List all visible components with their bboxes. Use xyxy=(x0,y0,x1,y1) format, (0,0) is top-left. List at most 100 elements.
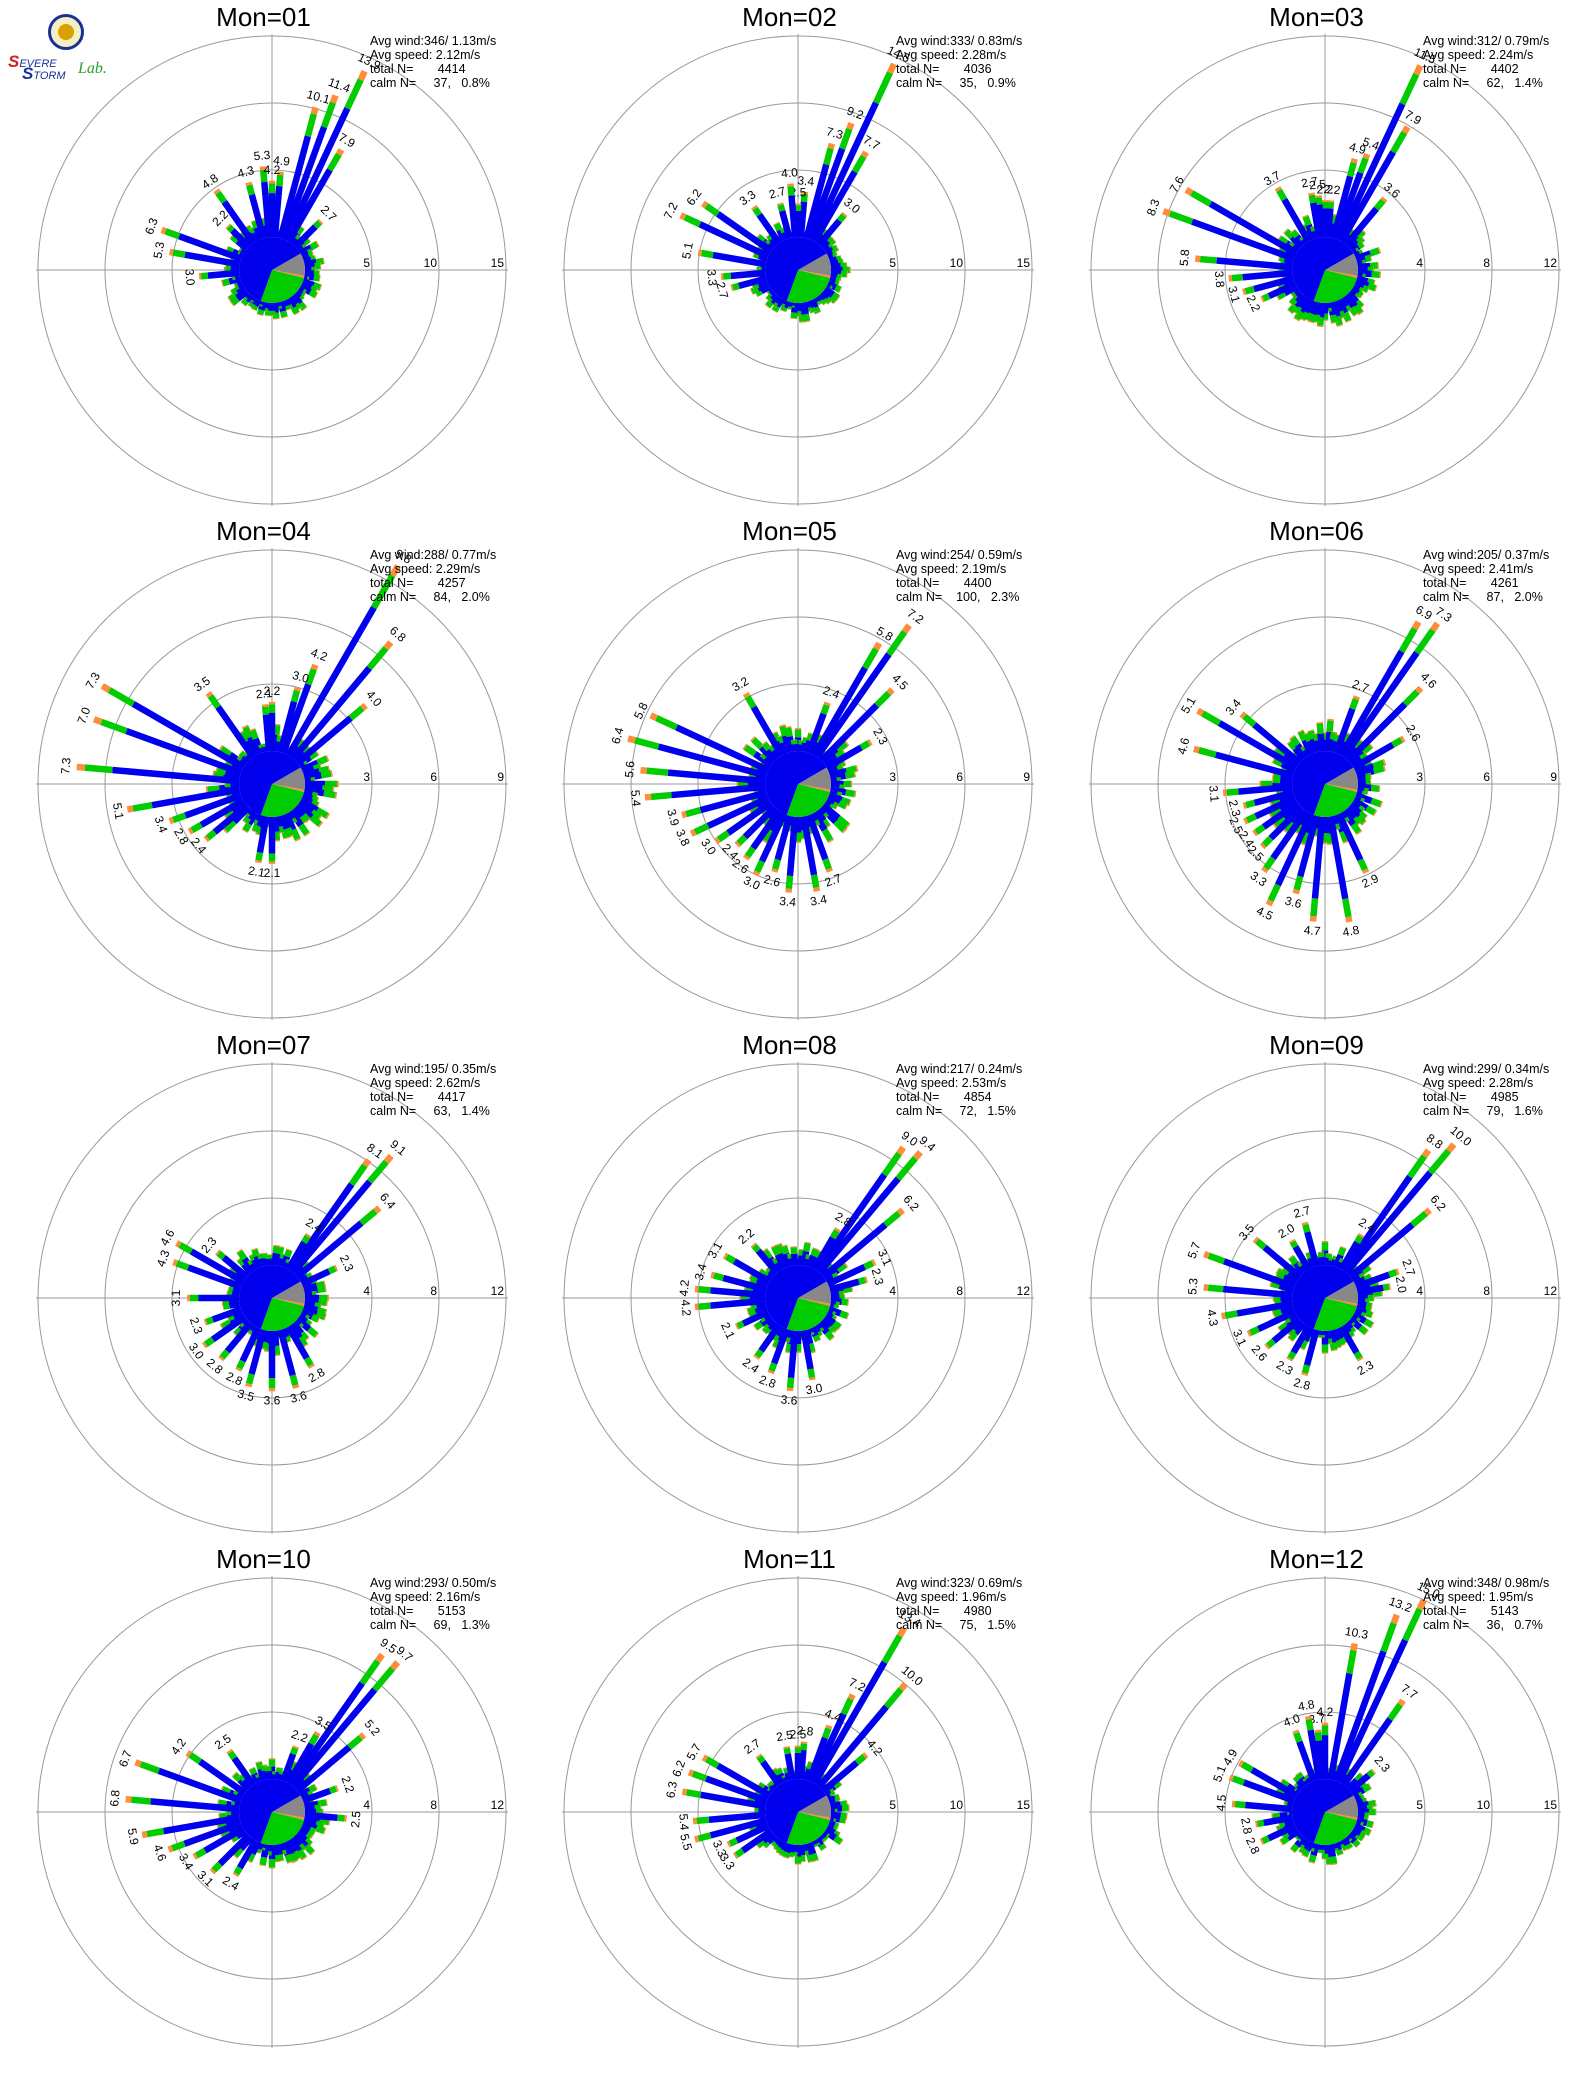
petal-segment xyxy=(198,1758,247,1796)
calm-pie-slice xyxy=(765,236,827,302)
petal-bar-minor xyxy=(256,301,267,317)
petal-segment xyxy=(132,801,153,812)
petal-segment xyxy=(779,309,787,313)
petal-bar xyxy=(1242,275,1294,296)
petal-segment xyxy=(1283,228,1289,234)
ring-label: 4 xyxy=(889,1284,896,1298)
petal-segment xyxy=(1289,734,1296,740)
petal-segment xyxy=(184,792,243,819)
petal-segment xyxy=(332,786,335,793)
petal-segment xyxy=(1289,297,1298,306)
petal-segment xyxy=(1369,247,1380,257)
petal-segment xyxy=(1357,1833,1365,1842)
petal-segment xyxy=(1261,800,1300,830)
petal-segment xyxy=(323,1314,327,1321)
petal-bar-minor xyxy=(305,780,339,788)
petal-segment xyxy=(304,831,311,837)
petal-segment xyxy=(309,814,322,827)
petal-segment xyxy=(845,789,856,798)
petal-segment xyxy=(825,867,833,873)
stats-calm-n: calm N= 84, 2.0% xyxy=(370,590,490,604)
petal-segment xyxy=(1273,815,1287,828)
calm-pie-slice xyxy=(1313,1812,1358,1845)
petal-segment xyxy=(780,1244,788,1248)
petal-segment xyxy=(300,1309,314,1320)
petal-segment xyxy=(268,817,276,854)
petal-segment xyxy=(316,1285,326,1294)
petal-segment xyxy=(1321,1240,1329,1243)
stats-block: Avg wind:205/ 0.37m/s Avg speed: 2.41m/s t… xyxy=(1423,548,1549,604)
petal-segment xyxy=(1354,1271,1391,1290)
petal-segment xyxy=(756,1754,766,1764)
petal-segment xyxy=(685,1789,702,1799)
petal-segment xyxy=(1343,206,1379,247)
petal-segment xyxy=(1427,1148,1451,1175)
stats-avg-wind: Avg wind:333/ 0.83m/s xyxy=(896,34,1023,48)
petal-segment xyxy=(1365,1820,1374,1828)
petal-bar xyxy=(743,809,782,861)
petal-segment xyxy=(295,1220,364,1280)
petal-bar xyxy=(1348,1768,1376,1794)
petal-segment xyxy=(163,1814,241,1835)
petal-segment xyxy=(746,1308,750,1315)
petal-segment xyxy=(1287,1350,1297,1360)
petal-value-label: 6.2 xyxy=(900,1192,922,1214)
petal-segment xyxy=(251,1247,258,1251)
petal-segment xyxy=(1338,150,1396,244)
ring-gridline xyxy=(171,1197,373,1399)
petal-segment xyxy=(100,718,128,735)
petal-segment xyxy=(831,237,837,243)
petal-segment xyxy=(283,836,290,840)
petal-segment xyxy=(251,824,261,833)
petal-bar xyxy=(1203,1251,1296,1290)
petal-segment xyxy=(700,1791,767,1810)
petal-segment xyxy=(862,647,879,670)
petal-segment xyxy=(1276,1268,1287,1278)
petal-value-label: 3.4 xyxy=(797,173,815,188)
petal-bar xyxy=(681,1788,767,1810)
petal-segment xyxy=(714,836,721,845)
petal-bar xyxy=(811,1626,908,1786)
petal-value-label: 2.0 xyxy=(1393,1275,1410,1294)
ring-gridline xyxy=(37,1063,507,1533)
petal-segment xyxy=(823,147,834,166)
petal-segment xyxy=(220,1319,232,1330)
petal-bar-minor xyxy=(305,1808,324,1816)
petal-segment xyxy=(1253,789,1294,807)
petal-segment xyxy=(640,766,648,775)
petal-segment xyxy=(1226,788,1239,796)
ring-label: 5 xyxy=(889,1798,896,1812)
petal-segment xyxy=(720,273,724,280)
petal-value-label: 2.8 xyxy=(1292,1375,1312,1393)
petal-segment xyxy=(1315,1740,1326,1780)
petal-bar xyxy=(809,62,898,242)
petal-value-label: 2.1 xyxy=(255,686,273,701)
petal-segment xyxy=(784,727,793,738)
petal-value-label: 4.9 xyxy=(273,153,291,168)
petal-segment xyxy=(245,181,253,187)
petal-segment xyxy=(749,1294,765,1302)
ring-label: 12 xyxy=(1017,1284,1031,1298)
petal-value-label: 5.1 xyxy=(1178,694,1199,716)
petal-value-label: 4.0 xyxy=(1281,1711,1302,1730)
ring-label: 6 xyxy=(956,770,963,784)
petal-segment xyxy=(754,1808,756,1816)
petal-bar xyxy=(285,1324,315,1369)
petal-segment xyxy=(809,101,879,242)
petal-segment xyxy=(788,195,799,238)
petal-segment xyxy=(290,1179,373,1275)
petal-segment xyxy=(820,704,830,715)
petal-segment xyxy=(786,816,799,877)
petal-segment xyxy=(309,1849,316,1856)
petal-segment xyxy=(205,786,208,794)
petal-segment xyxy=(1279,1839,1284,1846)
petal-segment xyxy=(694,1285,699,1293)
petal-segment xyxy=(821,802,841,821)
petal-bar xyxy=(800,815,821,892)
petal-segment xyxy=(1365,780,1371,788)
petal-bar xyxy=(1259,805,1304,850)
petal-bar xyxy=(285,1232,312,1272)
petal-segment xyxy=(816,1176,901,1275)
petal-segment xyxy=(1356,1284,1384,1296)
petal-value-label: 6.4 xyxy=(609,725,627,745)
